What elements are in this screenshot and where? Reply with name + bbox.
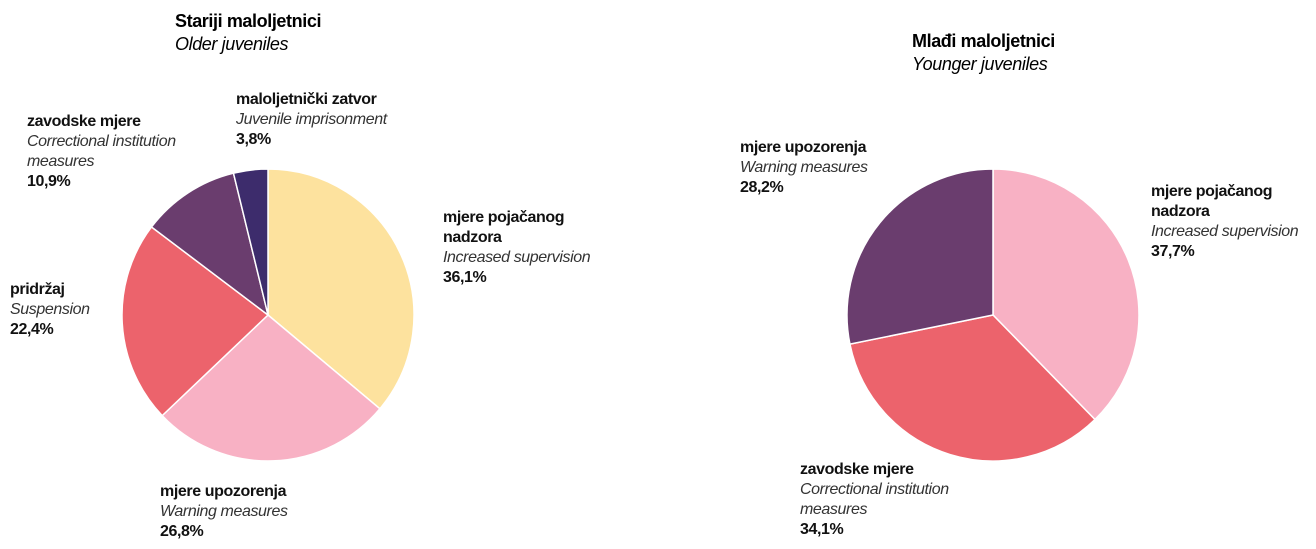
slice-name: pridržaj — [10, 281, 65, 298]
slice-value: 10,9% — [27, 173, 71, 190]
pie-slice — [121, 225, 270, 417]
chart-subtitle: Older juveniles — [175, 34, 289, 54]
chart-subtitle: Younger juveniles — [912, 54, 1048, 74]
slice-label: mjere pojačanog nadzora Increased supervi… — [443, 208, 591, 288]
slice-label: zavodske mjere Correctional institution m… — [800, 460, 960, 540]
slice-label: mjere pojačanog nadzora Increased supervi… — [1151, 182, 1299, 262]
slice-value: 22,4% — [10, 321, 54, 338]
slice-label: maloljetnički zatvor Juvenile imprisonmen… — [236, 90, 387, 150]
slice-subtitle: Warning measures — [740, 159, 868, 176]
pie-slice — [849, 314, 1096, 462]
slice-name: mjere pojačanog nadzora — [443, 209, 565, 246]
slice-subtitle: Increased supervision — [443, 249, 591, 266]
chart-title-block: Mlađi maloljetnici Younger juveniles — [912, 30, 1055, 76]
slice-name: maloljetnički zatvor — [236, 91, 377, 108]
slice-value: 37,7% — [1151, 243, 1195, 260]
slice-name: mjere upozorenja — [740, 139, 867, 156]
chart-title-block: Stariji maloljetnici Older juveniles — [175, 10, 321, 56]
chart-title: Stariji maloljetnici — [175, 11, 322, 31]
slice-value: 3,8% — [236, 131, 271, 148]
slice-label: mjere upozorenja Warning measures 28,2% — [740, 138, 868, 198]
slice-name: zavodske mjere — [800, 461, 914, 478]
pie-slice — [150, 172, 270, 317]
pie-slice — [846, 168, 994, 346]
slice-subtitle: Correctional institution measures — [800, 481, 949, 518]
slice-name: zavodske mjere — [27, 113, 141, 130]
slice-subtitle: Increased supervision — [1151, 223, 1299, 240]
slice-value: 26,8% — [160, 523, 204, 540]
slice-name: mjere pojačanog nadzora — [1151, 183, 1273, 220]
slice-value: 36,1% — [443, 269, 487, 286]
pie-slice — [992, 168, 1140, 421]
slice-name: mjere upozorenja — [160, 483, 287, 500]
pie-slice — [267, 168, 415, 410]
slice-label: zavodske mjere Correctional institution m… — [27, 112, 187, 192]
pie-slice — [232, 168, 269, 316]
slice-value: 34,1% — [800, 521, 844, 538]
slice-subtitle: Juvenile imprisonment — [236, 111, 387, 128]
slice-subtitle: Correctional institution measures — [27, 133, 176, 170]
pie-slice — [161, 313, 381, 462]
chart-title: Mlađi maloljetnici — [912, 31, 1055, 51]
slice-subtitle: Suspension — [10, 301, 90, 318]
slice-label: mjere upozorenja Warning measures 26,8% — [160, 482, 288, 542]
slice-value: 28,2% — [740, 179, 784, 196]
slice-subtitle: Warning measures — [160, 503, 288, 520]
slice-label: pridržaj Suspension 22,4% — [10, 280, 90, 340]
